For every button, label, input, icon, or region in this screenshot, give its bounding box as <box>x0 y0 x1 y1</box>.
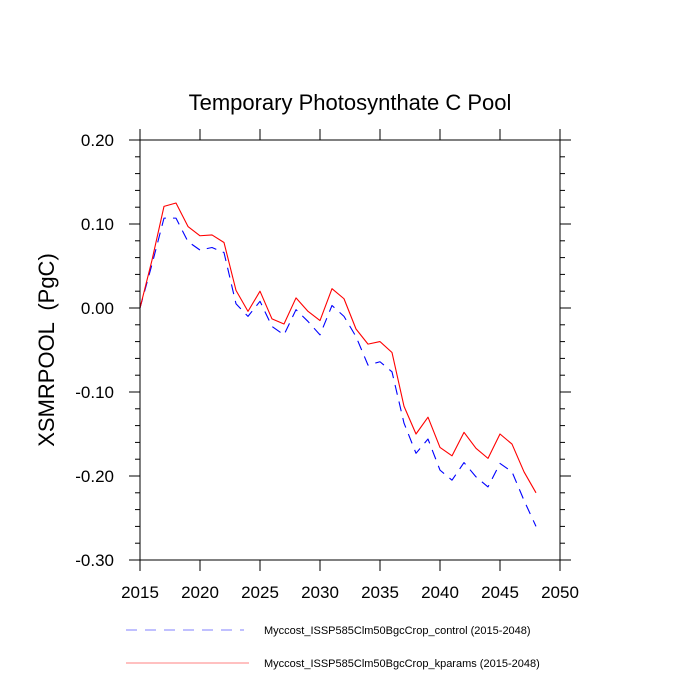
y-tick-label: -0.30 <box>75 551 114 570</box>
y-tick-label: 0.00 <box>81 299 114 318</box>
y-tick-label: 0.20 <box>81 131 114 150</box>
y-axis-label: XSMRPOOL (PgC) <box>34 253 59 447</box>
series-group <box>139 202 537 527</box>
legend: Myccost_ISSP585Clm50BgcCrop_control (201… <box>126 625 540 670</box>
x-tick-label: 2020 <box>181 583 219 602</box>
axis-ticks <box>129 129 571 571</box>
series-line-kparams <box>139 202 537 494</box>
x-tick-label: 2050 <box>541 583 579 602</box>
x-tick-label: 2040 <box>421 583 459 602</box>
x-tick-label: 2025 <box>241 583 279 602</box>
chart-title: Temporary Photosynthate C Pool <box>189 90 512 115</box>
plot-frame <box>139 139 561 561</box>
x-tick-label: 2015 <box>121 583 159 602</box>
axis-tick-labels: 2015 2020 2025 2030 2035 2040 2045 2050 0.20 0.10… <box>75 131 579 602</box>
y-tick-label: -0.20 <box>75 467 114 486</box>
x-tick-label: 2045 <box>481 583 519 602</box>
x-tick-label: 2035 <box>361 583 399 602</box>
x-tick-label: 2030 <box>301 583 339 602</box>
series-line-control <box>139 217 537 527</box>
legend-label-kparams: Myccost_ISSP585Clm50BgcCrop_kparams (201… <box>264 658 540 670</box>
y-tick-label: 0.10 <box>81 215 114 234</box>
y-tick-label: -0.10 <box>75 383 114 402</box>
legend-label-control: Myccost_ISSP585Clm50BgcCrop_control (201… <box>264 625 531 637</box>
